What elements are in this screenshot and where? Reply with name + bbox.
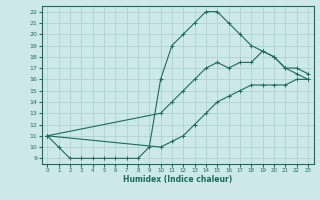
X-axis label: Humidex (Indice chaleur): Humidex (Indice chaleur) — [123, 175, 232, 184]
